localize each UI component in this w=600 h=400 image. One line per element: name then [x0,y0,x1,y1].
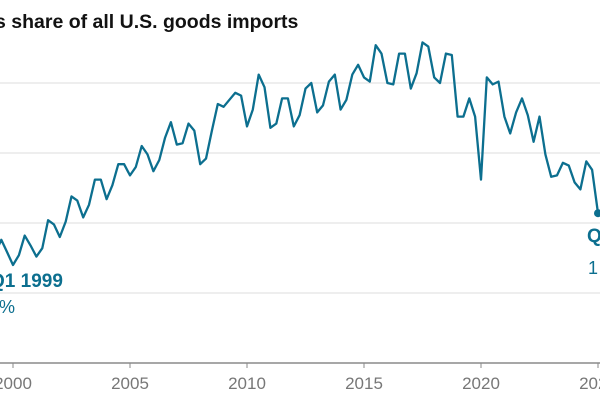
end-annotation-label: Q [587,226,600,247]
x-tick-label: 2005 [111,374,149,393]
series-line [0,41,600,267]
x-tick-label: 2010 [228,374,266,393]
end-point-dot [594,209,600,218]
x-axis-ticks: 2000 2005 2010 2015 2020 2025 [0,363,600,393]
start-annotation-label: Q1 1999 [0,271,63,292]
x-tick-label: 2025 [579,374,600,393]
start-annotation-value: % [0,297,15,317]
gridlines [0,82,600,294]
chart-title: s share of all U.S. goods imports [0,11,299,33]
x-tick-label: 2000 [0,374,32,393]
end-annotation-value: 1 [588,258,598,278]
x-tick-label: 2020 [462,374,500,393]
x-tick-label: 2015 [345,374,383,393]
